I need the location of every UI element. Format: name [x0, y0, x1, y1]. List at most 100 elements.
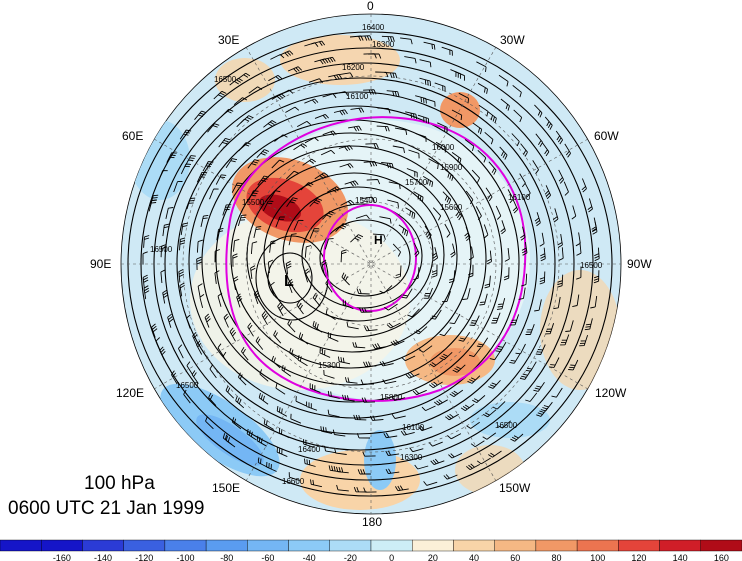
wind-barb [287, 319, 296, 333]
wind-barb [278, 427, 290, 439]
wind-barb [471, 169, 481, 183]
wind-barb [257, 175, 270, 186]
wind-barb [207, 123, 220, 133]
wind-barb [185, 155, 196, 166]
wind-barb [454, 70, 466, 81]
wind-barb [521, 242, 528, 256]
wind-barb [415, 132, 427, 142]
wind-barb [392, 145, 405, 153]
wind-barb [450, 243, 456, 258]
wind-barb [341, 272, 350, 286]
wind-barb [414, 326, 428, 335]
wind-barb [295, 396, 307, 407]
wind-barb [296, 300, 304, 315]
wind-barb [507, 189, 514, 204]
wind-barb [587, 198, 593, 213]
wind-barb [250, 265, 256, 279]
wind-barb [518, 287, 526, 300]
wind-barb [451, 152, 462, 164]
wind-barb [222, 351, 230, 366]
wind-barb [323, 369, 335, 379]
wind-barb [387, 199, 399, 208]
wind-barb [248, 86, 263, 94]
wind-barb [549, 357, 560, 368]
wind-barb [439, 351, 453, 361]
wind-barb [246, 428, 257, 441]
wind-barb [484, 131, 494, 145]
wind-barb [492, 401, 506, 410]
wind-barb [324, 445, 337, 454]
wind-barb [395, 485, 409, 492]
wind-barb [439, 326, 452, 337]
wind-barb [470, 440, 485, 448]
wind-barb [276, 406, 288, 417]
wind-barb [476, 457, 491, 465]
wind-barb [290, 413, 302, 424]
wind-barb [202, 161, 214, 172]
wind-barb [435, 141, 447, 153]
wind-barb [452, 364, 466, 373]
wind-barb [208, 392, 217, 407]
wind-barb [183, 389, 191, 404]
wind-barb [285, 260, 292, 275]
wind-barb [199, 294, 205, 309]
wind-barb [256, 149, 270, 159]
wind-barb [372, 233, 386, 240]
longitude-labels: 0 30W 60W 90W 120W 150W 180 150E 120E 90… [90, 0, 652, 529]
wind-barb [355, 214, 370, 220]
wind-barb [391, 414, 406, 419]
wind-barb [220, 108, 234, 118]
wind-barb [400, 430, 415, 436]
wind-barb [544, 116, 553, 130]
lon-label-180: 180 [362, 515, 382, 529]
wind-barb [532, 160, 539, 174]
wind-barb [545, 323, 555, 335]
wind-barb [495, 341, 507, 353]
wind-barb [444, 223, 451, 238]
wind-barb [512, 85, 522, 98]
wind-barb [430, 458, 445, 466]
wind-barb [334, 91, 349, 97]
wind-barb [441, 46, 453, 56]
wind-barb [173, 181, 183, 193]
wind-barb [491, 312, 501, 324]
wind-barb [576, 266, 582, 280]
contour-label: 15900 [440, 163, 463, 172]
wind-barb [358, 307, 373, 313]
wind-barb [512, 199, 519, 214]
wind-barb [400, 37, 413, 45]
wind-barb [215, 174, 227, 185]
contour-label: 16500 [176, 381, 199, 390]
lon-label-30e: 30E [218, 33, 239, 47]
wind-barb [327, 332, 339, 342]
wind-barb [498, 74, 509, 87]
wind-barb [342, 299, 354, 310]
wind-barb [412, 389, 427, 396]
wind-barb [179, 129, 192, 140]
wind-barb [270, 281, 275, 296]
wind-barb [418, 345, 433, 353]
wind-barb [591, 220, 598, 235]
wind-barb [413, 191, 424, 203]
wind-barb [447, 433, 462, 440]
wind-barb [449, 313, 461, 325]
wind-barb [500, 98, 510, 111]
wind-barb [363, 487, 377, 493]
wind-barb [304, 458, 316, 467]
wind-barb [379, 216, 392, 224]
wind-barb [236, 293, 243, 308]
wind-barb [363, 361, 377, 367]
wind-barb [213, 90, 227, 100]
wind-barb [479, 293, 488, 306]
wind-barb [328, 73, 343, 80]
contour-label: 16600 [282, 477, 305, 486]
contour-label: 16300 [400, 453, 423, 462]
wind-barb [468, 347, 481, 358]
wind-barb [536, 407, 549, 417]
wind-barb [142, 251, 148, 265]
wind-barb [273, 330, 282, 344]
wind-barb [247, 159, 260, 169]
wind-barb [361, 196, 375, 202]
wind-barb [285, 170, 299, 180]
pressure-level-label: 100 hPa [84, 473, 155, 494]
